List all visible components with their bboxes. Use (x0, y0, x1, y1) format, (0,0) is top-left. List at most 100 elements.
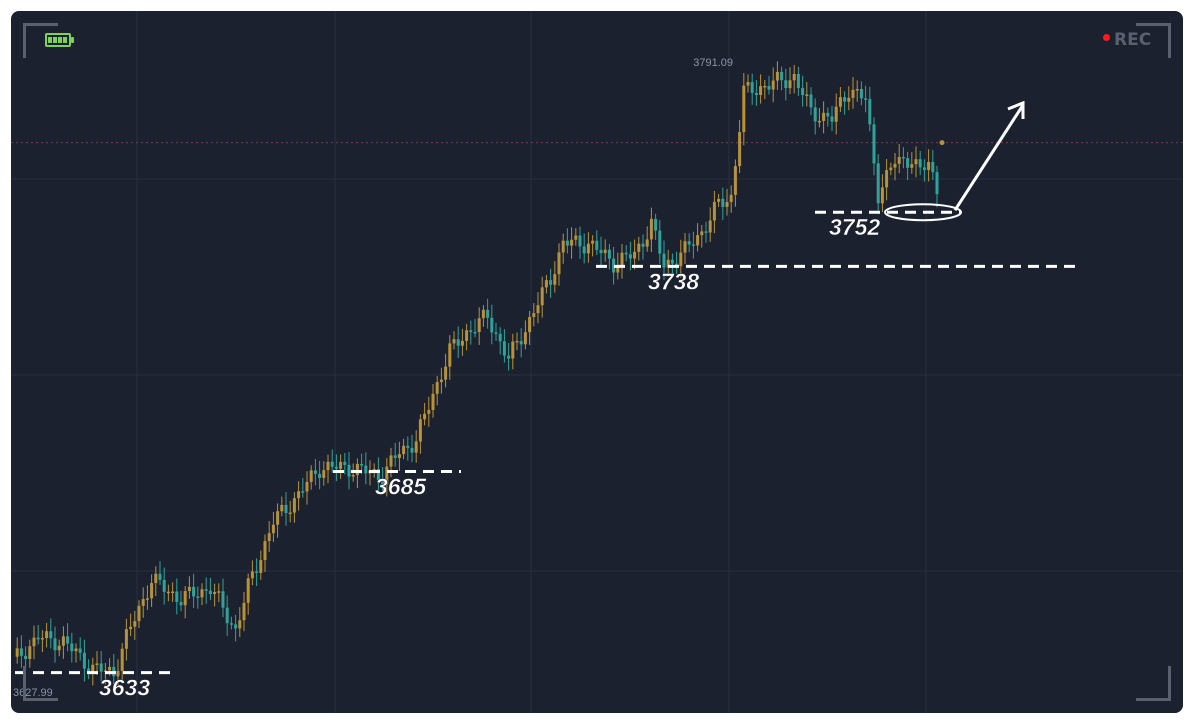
candle-down (868, 99, 872, 125)
candle-up (133, 621, 137, 627)
candle-down (234, 624, 238, 629)
candle-down (364, 465, 368, 474)
viewfinder-corner-bottom-right (1136, 666, 1171, 701)
candle-up (645, 239, 649, 247)
candle-up (620, 252, 624, 266)
candle-down (175, 591, 179, 602)
candle-down (859, 89, 863, 99)
candle-up (717, 198, 721, 202)
candle-up (616, 265, 620, 273)
candle-up (292, 498, 296, 513)
candle-up (855, 89, 859, 91)
projection-arrow (953, 104, 1025, 212)
candle-up (771, 80, 775, 90)
candle-down (750, 82, 754, 93)
candle-up (435, 382, 439, 394)
candle-up (880, 187, 884, 204)
candle-down (196, 596, 200, 598)
candle-down (208, 590, 212, 595)
candle-up (414, 441, 418, 453)
candle-down (494, 332, 498, 334)
candle-up (927, 161, 931, 171)
candle-down (628, 254, 632, 259)
candle-up (305, 481, 309, 492)
candle-up (788, 80, 792, 89)
candle-up (137, 605, 141, 622)
chart-grid (11, 11, 1183, 713)
candle-up (339, 461, 343, 469)
candle-up (532, 313, 536, 317)
candle-up (145, 598, 149, 600)
candle-up (914, 159, 918, 165)
candle-up (61, 636, 65, 646)
candle-up (561, 240, 565, 253)
candle-up (439, 379, 443, 383)
candle-down (158, 573, 162, 580)
candle-up (389, 455, 393, 467)
candle-up (733, 166, 737, 195)
candle-up (15, 648, 19, 657)
chart-frame: 3633 3685 3738 3752 3791.09 3627.99 REC (11, 11, 1183, 713)
candle-up (263, 541, 267, 561)
projection-arrow-head (1007, 100, 1025, 119)
candle-up (57, 645, 61, 651)
candle-down (565, 240, 569, 246)
candle-down (318, 473, 322, 478)
candle-up (838, 97, 842, 107)
candle-up (649, 218, 653, 240)
candle-down (796, 73, 800, 89)
candle-down (502, 341, 506, 356)
candle-down (784, 80, 788, 89)
candle-down (813, 107, 817, 122)
level-label-3685: 3685 (375, 473, 427, 499)
candle-up (897, 156, 901, 164)
candle-up (679, 252, 683, 267)
candle-up (28, 646, 32, 659)
candle-down (767, 85, 771, 90)
candle-up (746, 82, 750, 86)
candle-up (511, 341, 515, 359)
candle-down (225, 607, 229, 624)
candle-up (95, 663, 99, 665)
candle-up (700, 231, 704, 236)
battery-icon (45, 33, 74, 47)
candle-up (742, 85, 746, 133)
candle-up (250, 571, 254, 579)
candle-down (486, 309, 490, 318)
level-label-3752: 3752 (829, 214, 880, 240)
high-price-label: 3791.09 (693, 57, 733, 69)
candlestick-chart: 3633 3685 3738 3752 3791.09 3627.99 (11, 11, 1183, 713)
candle-up (259, 560, 263, 573)
candle-up (402, 445, 406, 455)
candle-up (805, 94, 809, 96)
candles (15, 61, 945, 690)
candle-down (410, 447, 414, 453)
rec-indicator: REC (1114, 30, 1152, 50)
candle-down (935, 172, 939, 195)
candle-up (154, 573, 158, 584)
viewfinder-corner-bottom-left (23, 666, 58, 701)
candle-up (120, 648, 124, 671)
candle-up (246, 578, 250, 603)
candle-up (708, 220, 712, 233)
candle-up (557, 252, 561, 275)
candle-up (738, 132, 742, 167)
candle-up (40, 638, 44, 640)
candle-down (754, 92, 758, 95)
candle-up (74, 648, 78, 652)
candle-up (544, 280, 548, 288)
candle-up (355, 463, 359, 476)
candle-up (309, 470, 313, 482)
candle-down (922, 167, 926, 171)
candle-up (586, 243, 590, 254)
candle-up (187, 586, 191, 592)
candle-down (255, 571, 259, 573)
candle-down (360, 463, 364, 466)
candle-down (780, 71, 784, 81)
candle-up (725, 202, 729, 207)
candle-up (885, 170, 889, 188)
candle-down (704, 231, 708, 233)
candle-up (213, 592, 217, 595)
candle-up (288, 512, 292, 515)
candle-down (670, 259, 674, 264)
